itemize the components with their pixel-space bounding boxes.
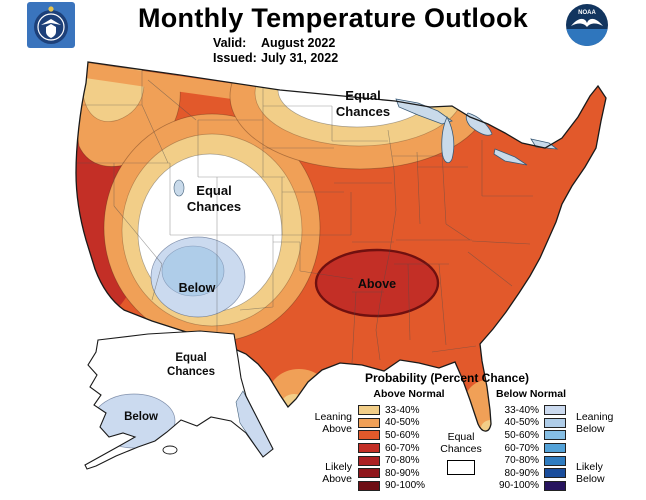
label-ak-equal-chances-2: Chances	[167, 366, 215, 378]
great-salt-lake	[173, 179, 185, 197]
legend-row: 80-90% 80-90%	[358, 467, 566, 480]
valid-label: Valid:	[213, 36, 247, 50]
below-percent-label: 70-80%	[504, 455, 539, 467]
above-swatch-90-100%	[358, 480, 380, 491]
leaning-above-line2: Above	[322, 422, 352, 435]
leaning-below-line1: Leaning	[576, 411, 614, 423]
below-swatch-50-60%	[544, 430, 566, 441]
legend-title: Probability (Percent Chance)	[364, 371, 530, 385]
below-swatch-80-90%	[544, 468, 566, 479]
label-ak-equal-chances-1: Equal	[175, 352, 206, 364]
above-percent-label: 90-100%	[385, 480, 426, 492]
legend-label-leaning-above: Leaning Above	[312, 411, 352, 435]
legend-label-likely-above: Likely Above	[312, 461, 352, 485]
below-swatch-70-80%	[544, 455, 566, 466]
label-equal-chances-midwest-1: Equal	[345, 88, 380, 103]
valid-line: Valid: August 2022	[213, 36, 338, 51]
region-above-60-70-south-central	[314, 248, 440, 318]
legend: Probability (Percent Chance) Above Norma…	[312, 371, 642, 499]
below-swatch-90-100%	[544, 480, 566, 491]
label-equal-chances-midwest-2: Chances	[336, 104, 390, 119]
below-percent-label: 40-50%	[504, 417, 539, 429]
lake-erie	[493, 148, 528, 166]
label-ak-below: Below	[124, 411, 158, 423]
below-percent-label: 80-90%	[504, 467, 539, 479]
above-percent-label: 40-50%	[385, 417, 420, 429]
noaa-icon: NOAA	[566, 4, 608, 46]
great-lakes	[395, 98, 559, 166]
above-swatch-33-40%	[358, 405, 380, 416]
legend-headers: Above Normal Below Normal	[312, 388, 642, 402]
legend-header-below-normal: Below Normal	[495, 388, 566, 400]
likely-above-line1: Likely	[325, 461, 352, 473]
lake-michigan	[441, 116, 455, 164]
legend-equal-chances: Equal Chances	[430, 431, 492, 475]
legend-rows: 33-40% 33-40% 40-50% 40-50% 50-60% 50-60% 60-7…	[358, 404, 566, 492]
legend-header-above-normal: Above Normal	[373, 388, 445, 400]
likely-below-line1: Likely	[576, 461, 603, 473]
kodiak-island	[162, 445, 178, 455]
above-percent-label: 33-40%	[385, 404, 420, 416]
label-equal-chances-west-1: Equal	[196, 183, 231, 198]
above-swatch-60-70%	[358, 443, 380, 454]
below-percent-label: 90-100%	[498, 480, 539, 492]
below-swatch-33-40%	[544, 405, 566, 416]
below-percent-label: 33-40%	[504, 404, 539, 416]
state-borders	[76, 62, 533, 364]
likely-above-line2: Above	[322, 472, 352, 485]
legend-label-leaning-below: Leaning Below	[576, 411, 636, 435]
label-below-west: Below	[179, 281, 216, 295]
above-percent-label: 70-80%	[385, 455, 420, 467]
above-percent-label: 80-90%	[385, 467, 420, 479]
above-swatch-40-50%	[358, 417, 380, 428]
below-swatch-40-50%	[544, 417, 566, 428]
below-percent-label: 60-70%	[504, 442, 539, 454]
leaning-above-line1: Leaning	[314, 411, 352, 423]
issued-value: July 31, 2022	[261, 51, 339, 65]
legend-equal-line2: Chances	[440, 442, 482, 455]
legend-equal-line1: Equal	[447, 431, 475, 443]
region-above-33-40-south-texas	[281, 394, 307, 416]
above-percent-label: 60-70%	[385, 442, 420, 454]
page-title: Monthly Temperature Outlook	[137, 3, 529, 33]
above-percent-label: 50-60%	[385, 429, 420, 441]
label-above-south: Above	[358, 277, 396, 291]
below-swatch-60-70%	[544, 443, 566, 454]
legend-row: 60-70% 60-70%	[358, 442, 566, 455]
leaning-below-line2: Below	[576, 422, 605, 435]
validity-block: Valid: August 2022 Issued: July 31, 2022	[213, 36, 338, 66]
above-swatch-70-80%	[358, 455, 380, 466]
conus-outline	[75, 61, 607, 432]
valid-value: August 2022	[261, 36, 336, 50]
legend-row: 33-40% 33-40%	[358, 404, 566, 417]
label-equal-chances-west-2: Chances	[187, 199, 241, 214]
noaa-logo: NOAA	[562, 2, 612, 53]
legend-row: 50-60% 50-60%	[358, 429, 566, 442]
legend-row: 70-80% 70-80%	[358, 454, 566, 467]
likely-below-line2: Below	[576, 472, 605, 485]
issued-label: Issued:	[213, 51, 257, 65]
commerce-seal-icon	[27, 2, 75, 48]
region-ak-panhandle	[235, 390, 273, 458]
legend-row: 90-100% 90-100%	[358, 480, 566, 493]
below-percent-label: 50-60%	[504, 429, 539, 441]
region-below-40-50-southwest	[161, 245, 225, 297]
equal-chances-swatch	[447, 460, 475, 475]
legend-label-likely-below: Likely Below	[576, 461, 636, 485]
legend-row: 40-50% 40-50%	[358, 417, 566, 430]
alaska-outline	[84, 330, 274, 470]
issued-line: Issued: July 31, 2022	[213, 51, 338, 66]
legend-body: Leaning Above Likely Above 33-40% 33-40% 4…	[312, 404, 642, 500]
above-swatch-50-60%	[358, 430, 380, 441]
above-swatch-80-90%	[358, 468, 380, 479]
commerce-seal-logo	[27, 2, 75, 53]
noaa-logo-text: NOAA	[578, 10, 596, 16]
